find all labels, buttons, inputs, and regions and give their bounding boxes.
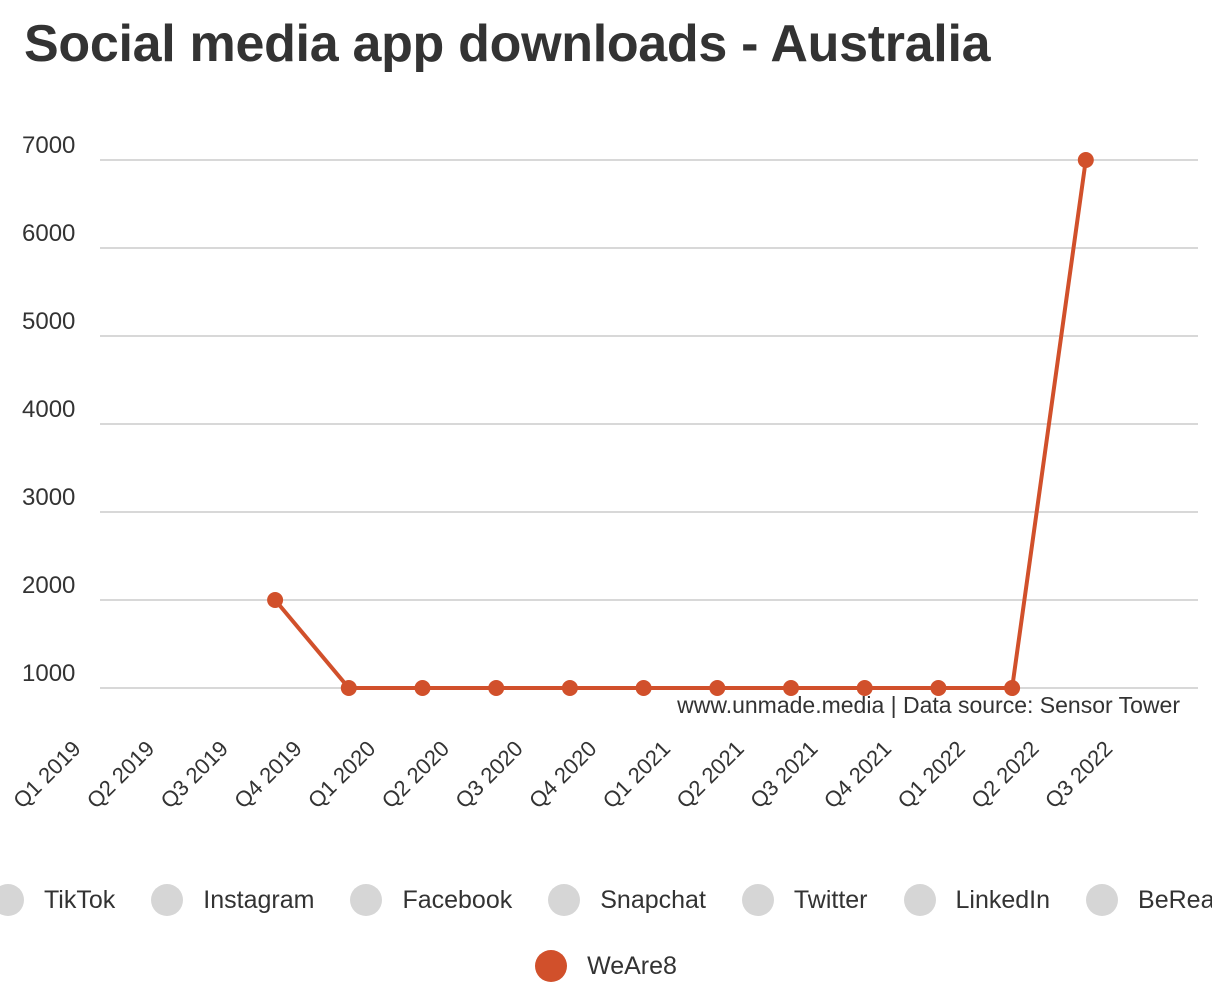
legend-label: Facebook xyxy=(402,885,513,914)
y-tick-label: 2000 xyxy=(22,572,75,599)
data-point xyxy=(709,680,726,696)
data-point xyxy=(414,680,431,696)
legend-swatch xyxy=(535,950,568,982)
data-point xyxy=(1077,152,1094,168)
data-point xyxy=(930,680,947,696)
legend-label: Snapchat xyxy=(600,885,706,914)
data-point xyxy=(635,680,652,696)
x-tick-label: Q2 2020 xyxy=(377,736,454,813)
legend-swatch xyxy=(903,884,936,916)
legend-label: TikTok xyxy=(43,885,116,914)
gridlines xyxy=(100,159,1198,689)
data-point xyxy=(561,680,578,696)
legend-label: LinkedIn xyxy=(955,885,1051,914)
legend-swatch xyxy=(350,884,383,916)
legend-item[interactable]: WeAre8 xyxy=(535,950,677,982)
x-tick-label: Q3 2022 xyxy=(1040,736,1117,813)
legend-swatch xyxy=(741,884,774,916)
series-layer xyxy=(267,152,1094,696)
x-tick-label: Q1 2022 xyxy=(893,736,970,813)
legend-row-2: WeAre8 xyxy=(0,950,1212,982)
y-tick-label: 1000 xyxy=(22,660,75,687)
x-tick-label: Q4 2020 xyxy=(524,736,601,813)
legend-item[interactable]: Facebook xyxy=(350,884,512,916)
y-tick-label: 6000 xyxy=(22,220,75,247)
legend-label: Twitter xyxy=(793,885,868,914)
data-point xyxy=(488,680,505,696)
y-tick-label: 5000 xyxy=(22,308,75,335)
x-tick-label: Q3 2021 xyxy=(745,736,822,813)
x-tick-label: Q3 2019 xyxy=(156,736,233,813)
legend-item[interactable]: TikTok xyxy=(0,884,115,916)
x-tick-label: Q1 2021 xyxy=(598,736,675,813)
y-tick-label: 3000 xyxy=(22,484,75,511)
legend-item[interactable]: Instagram xyxy=(151,884,314,916)
x-tick-label: Q2 2019 xyxy=(82,736,159,813)
y-tick-label: 7000 xyxy=(22,132,75,159)
legend-swatch xyxy=(151,884,184,916)
x-tick-label: Q1 2019 xyxy=(8,736,85,813)
x-tick-label: Q4 2019 xyxy=(229,736,306,813)
legend-swatch xyxy=(548,884,581,916)
y-tick-label: 4000 xyxy=(22,396,75,423)
x-tick-label: Q1 2020 xyxy=(303,736,380,813)
data-point xyxy=(1004,680,1021,696)
y-axis-ticks: 1000 2000 3000 4000 5000 6000 7000 xyxy=(22,132,75,687)
x-tick-label: Q4 2021 xyxy=(819,736,896,813)
x-tick-label: Q3 2020 xyxy=(450,736,527,813)
legend-swatch xyxy=(1086,884,1119,916)
data-point xyxy=(783,680,799,696)
data-point xyxy=(340,680,357,696)
data-point xyxy=(856,680,873,696)
legend-label: Instagram xyxy=(203,885,315,914)
legend: TikTok Instagram Facebook Snapchat Twitter Li… xyxy=(0,884,1212,916)
legend-item[interactable]: BeReal xyxy=(1086,884,1212,916)
data-point xyxy=(267,592,284,608)
x-tick-label: Q2 2021 xyxy=(671,736,748,813)
source-note: www.unmade.media | Data source: Sensor T… xyxy=(676,692,1180,718)
legend-label: WeAre8 xyxy=(587,951,677,980)
chart-title: Social media app downloads - Australia xyxy=(24,15,991,73)
legend-swatch xyxy=(0,884,24,916)
legend-item[interactable]: Snapchat xyxy=(548,884,706,916)
x-tick-label: Q2 2022 xyxy=(966,736,1043,813)
legend-item[interactable]: Twitter xyxy=(741,884,868,916)
series-line xyxy=(273,159,1088,690)
legend-item[interactable]: LinkedIn xyxy=(903,884,1051,916)
legend-label: BeReal xyxy=(1138,885,1212,914)
